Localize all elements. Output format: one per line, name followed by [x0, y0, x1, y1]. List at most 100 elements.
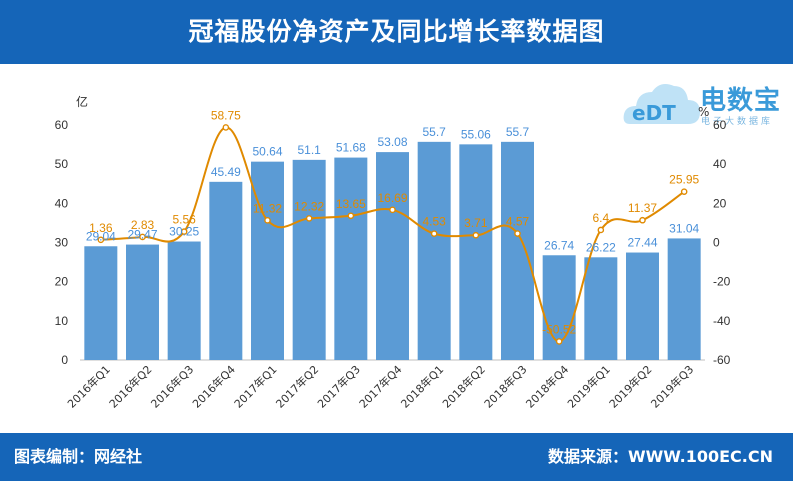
- left-axis-tick-label: 50: [55, 157, 69, 171]
- line-point: [264, 217, 271, 224]
- bar: [459, 144, 493, 360]
- header-bar: 冠福股份净资产及同比增长率数据图: [0, 0, 793, 64]
- data-labels: 29.04 29.47 30.25 45.49 50.64 51.1 51.68 53.08 5…: [86, 108, 700, 336]
- bar: [84, 246, 118, 360]
- right-axis-tick-label: -60: [713, 353, 731, 367]
- right-axis-tick-label: 60: [713, 118, 727, 132]
- bar: [667, 238, 701, 360]
- combo-chart: 0102030405060亿-60-40-200204060%2016年Q120…: [55, 94, 731, 411]
- left-axis-tick-label: 30: [55, 236, 69, 250]
- footer-bar: 图表编制：网经社 数据来源：WWW.100EC.CN: [0, 433, 793, 481]
- line-point: [430, 230, 438, 237]
- x-axis-category-label: 2017年Q4: [356, 362, 405, 411]
- line-point: [305, 215, 313, 222]
- line-point: [514, 230, 521, 237]
- x-axis-category-label: 2017年Q1: [231, 362, 280, 411]
- bar-value-label: 30.25: [169, 225, 199, 239]
- line-series: [97, 124, 688, 345]
- bar-value-label: 26.74: [544, 238, 574, 252]
- bar: [251, 161, 284, 360]
- line-point: [389, 206, 396, 214]
- bar: [209, 181, 243, 360]
- right-axis-tick-label: -20: [713, 275, 731, 289]
- footer-credit: 图表编制：网经社: [14, 447, 143, 466]
- line-value-label: 11.37: [628, 201, 657, 215]
- x-axis-category-label: 2016年Q1: [64, 362, 113, 411]
- line-value-label: 12.32: [294, 199, 324, 213]
- line-value-label: 25.95: [669, 173, 699, 187]
- line-value-label: 13.65: [336, 197, 366, 211]
- line-value-label: 1.36: [89, 221, 113, 235]
- bar: [417, 141, 451, 360]
- logo-cloud-shape: [623, 84, 700, 124]
- x-axis-category-label: 2017年Q3: [314, 362, 363, 411]
- bar: [501, 141, 534, 360]
- x-axis-category-label: 2018年Q3: [481, 362, 530, 411]
- line-point: [222, 124, 230, 131]
- line-point: [472, 231, 480, 239]
- footer-source: 数据来源：WWW.100EC.CN: [547, 447, 773, 466]
- x-axis-category-label: 2017年Q2: [273, 362, 322, 411]
- left-axis-tick-label: 20: [55, 275, 69, 289]
- right-axis-tick-label: 20: [713, 196, 727, 210]
- page-title: 冠福股份净资产及同比增长率数据图: [188, 17, 605, 46]
- line-point: [139, 233, 146, 241]
- right-axis-unit: %: [698, 105, 709, 119]
- left-axis-tick-label: 60: [55, 118, 69, 132]
- line-point: [680, 188, 688, 195]
- bar: [334, 157, 368, 360]
- line-point: [555, 338, 563, 345]
- x-axis-category-label: 2019年Q3: [648, 362, 697, 411]
- bar: [376, 152, 409, 360]
- logo-brand-mark: eDT: [632, 101, 676, 125]
- bar-value-label: 51.1: [297, 143, 321, 157]
- x-axis-category-label: 2019年Q2: [606, 362, 655, 411]
- right-axis-tick-label: -40: [713, 314, 731, 328]
- bar: [584, 257, 618, 360]
- line-point: [97, 236, 105, 244]
- bar-value-label: 27.44: [627, 236, 657, 250]
- line-value-label: 2.83: [131, 218, 155, 232]
- line-value-label: -50.52: [542, 322, 576, 336]
- line-value-label: 4.53: [422, 215, 446, 229]
- left-axis-tick-label: 0: [61, 353, 68, 367]
- x-axis-category-label: 2016年Q2: [106, 362, 155, 411]
- edt-logo-cloud-icon: eDT: [623, 84, 700, 125]
- line-value-label: 4.57: [506, 215, 530, 229]
- logo-subtitle: 电子大数据库: [701, 117, 774, 127]
- x-axis-category-label: 2018年Q1: [398, 362, 447, 411]
- line-value-label: 16.69: [377, 191, 407, 205]
- x-axis-category-label: 2018年Q2: [439, 362, 488, 411]
- bar-value-label: 51.68: [336, 141, 366, 155]
- left-axis-unit: 亿: [76, 94, 88, 109]
- bar-value-label: 31.04: [669, 221, 699, 235]
- x-axis-category-label: 2018年Q4: [523, 362, 572, 411]
- line-point: [639, 216, 646, 224]
- bar: [167, 241, 201, 360]
- bar-value-label: 26.22: [586, 240, 616, 254]
- bar-series: [84, 141, 701, 360]
- line-value-label: 58.75: [211, 108, 241, 122]
- bar: [126, 244, 159, 360]
- logo-name: 电数宝: [700, 86, 782, 116]
- line-point: [597, 226, 605, 234]
- x-axis-category-label: 2016年Q3: [148, 362, 197, 411]
- right-axis-tick-label: 0: [713, 236, 720, 250]
- bar-value-label: 53.08: [377, 135, 407, 149]
- bar-value-label: 55.7: [422, 125, 446, 139]
- x-axis-category-label: 2016年Q4: [189, 362, 238, 411]
- line-point: [180, 228, 188, 235]
- bar: [292, 159, 326, 360]
- left-axis-tick-label: 10: [55, 314, 69, 328]
- bar: [626, 252, 659, 360]
- bar-value-label: 29.47: [127, 228, 157, 242]
- line-value-label: 5.56: [172, 213, 196, 227]
- x-axis-category-label: 2019年Q1: [564, 362, 613, 411]
- line-value-label: 6.4: [592, 211, 609, 225]
- left-axis-tick-label: 40: [55, 196, 69, 210]
- bar-value-label: 50.64: [252, 145, 282, 159]
- line-point: [347, 212, 355, 220]
- bar-value-label: 29.04: [86, 229, 116, 243]
- line-value-label: 11.32: [253, 201, 282, 215]
- bar-value-label: 55.7: [506, 125, 530, 139]
